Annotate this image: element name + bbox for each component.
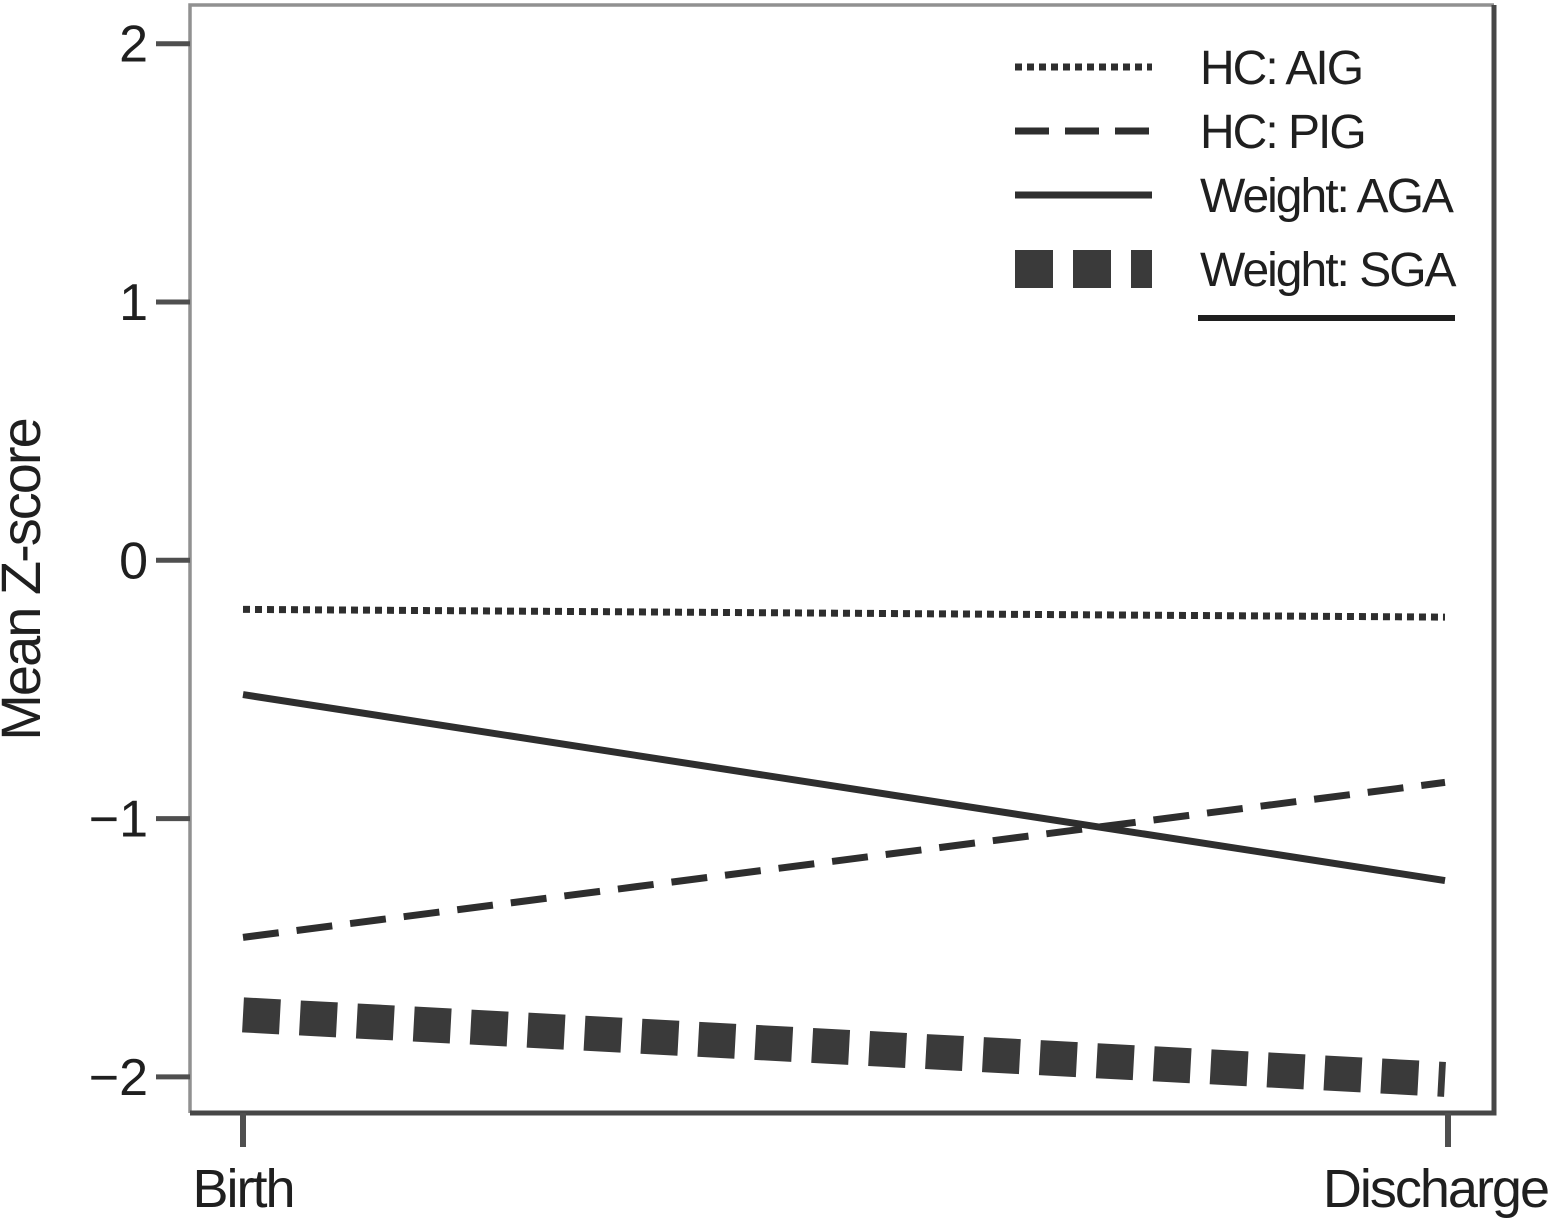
y-axis-title: Mean Z-score [0, 419, 52, 740]
y-tick-label: −2 [89, 1049, 148, 1107]
series-line-weight-sga [242, 997, 1446, 1097]
series-line-hc-aig [242, 605, 1446, 621]
legend-label-weight-aga: Weight: AGA [1200, 170, 1454, 223]
legend-label-hc-aig: HC: AIG [1200, 42, 1362, 95]
legend-item-hc-aig: HC: AIG [1015, 42, 1364, 95]
legend-item-weight-sga: Weight: SGA [1015, 244, 1459, 297]
legend: HC: AIG HC: PIG Weight: AGA Weight: SGA [1015, 42, 1459, 321]
x-tick-label-discharge: Discharge [1323, 1159, 1548, 1219]
series-line-weight-aga [242, 691, 1446, 885]
legend-item-weight-aga: Weight: AGA [1015, 170, 1456, 223]
y-axis: 2 1 0 −1 −2 [89, 16, 190, 1107]
plot-frame-bottom-right [190, 5, 1497, 1116]
x-tick-label-birth: Birth [192, 1159, 293, 1219]
x-axis: Birth Discharge [192, 1113, 1550, 1219]
y-tick-label: 1 [119, 274, 148, 332]
legend-label-hc-pig: HC: PIG [1200, 106, 1365, 159]
y-tick-label: 0 [119, 532, 148, 590]
legend-item-hc-pig: HC: PIG [1015, 106, 1367, 159]
legend-label-weight-sga: Weight: SGA [1200, 244, 1457, 297]
y-tick-label: −1 [89, 791, 148, 849]
series-line-hc-pig [242, 778, 1446, 941]
series-lines [242, 605, 1446, 1097]
y-tick-label: 2 [119, 16, 148, 74]
plot-frame-top-left [188, 3, 1494, 1113]
